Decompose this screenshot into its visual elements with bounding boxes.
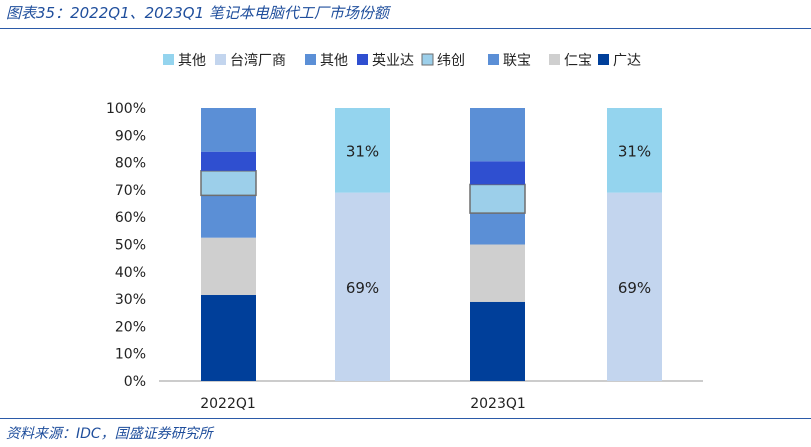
bar-segment-inventec [470, 161, 525, 185]
bar-segment-other [335, 108, 390, 193]
bar-segment-lcfc [201, 195, 256, 238]
legend-label: 其他 [320, 53, 348, 69]
data-label: 31% [346, 142, 379, 160]
y-tick-label: 90% [115, 128, 146, 144]
y-tick-label: 20% [115, 319, 146, 335]
y-tick-label: 30% [115, 292, 146, 308]
data-label: 69% [346, 279, 379, 297]
bar-segment-quanta [201, 295, 256, 381]
legend-swatch [215, 54, 226, 65]
bar-segment-wistron [200, 170, 257, 197]
legend-swatch [163, 54, 174, 65]
bar-segment-compal [470, 244, 525, 302]
legend-item-taiwan-makers: 台湾厂商 [215, 52, 286, 69]
breakdown-column [200, 108, 257, 381]
legend-label: 联宝 [503, 53, 531, 69]
source-divider [0, 418, 811, 419]
legend-item-quanta: 广达 [598, 53, 641, 69]
data-label: 69% [618, 279, 651, 297]
y-tick-label: 70% [115, 183, 146, 199]
legend: 其他 台湾厂商 其他 英业达 纬创 联宝 仁宝 广达 [163, 52, 641, 69]
y-tick-label: 60% [115, 210, 146, 226]
bar-segment-other [201, 108, 256, 152]
legend-swatch [421, 53, 434, 66]
legend-label: 广达 [613, 53, 641, 69]
y-tick-label: 40% [115, 265, 146, 281]
bar-segment-taiwan-makers [607, 192, 662, 381]
x-tick-label: 2023Q1 [470, 396, 526, 412]
legend-swatch [598, 54, 609, 65]
legend-item-other: 其他 [305, 53, 348, 69]
breakdown-column [469, 108, 526, 381]
y-tick-label: 0% [124, 374, 146, 390]
source-note: 资料来源：IDC，国盛证券研究所 [6, 426, 213, 442]
bar-segment-inventec [201, 151, 256, 171]
bar-segment-wistron [469, 183, 526, 214]
bar-segment-compal [201, 237, 256, 296]
legend-swatch [357, 54, 368, 65]
legend-label: 台湾厂商 [230, 52, 286, 69]
bar-segment-quanta [470, 301, 525, 381]
title-divider [0, 28, 811, 29]
y-tick-label: 80% [115, 156, 146, 172]
x-tick-label: 2022Q1 [200, 396, 256, 412]
data-label: 31% [618, 142, 651, 160]
legend-label: 纬创 [437, 53, 465, 69]
legend-swatch [549, 54, 560, 65]
legend-label: 英业达 [372, 52, 414, 69]
legend-label: 仁宝 [564, 53, 592, 69]
bars: 69% 31% 69% 31% [200, 108, 662, 381]
y-tick-label: 100% [106, 101, 146, 117]
bar-segment-lcfc [470, 213, 525, 245]
bar-segment-other [470, 108, 525, 162]
summary-column: 69% 31% [335, 108, 390, 381]
legend-swatch [305, 54, 316, 65]
x-axis: 2022Q1 2023Q1 [200, 396, 526, 412]
y-tick-label: 50% [115, 238, 146, 254]
legend-swatch [488, 54, 499, 65]
legend-item-wistron: 纬创 [421, 53, 465, 69]
y-tick-label: 10% [115, 347, 146, 363]
bar-segment-other [607, 108, 662, 193]
legend-item-lcfc: 联宝 [488, 53, 531, 69]
legend-item-other: 其他 [163, 53, 206, 69]
y-axis: 0% 10% 20% 30% 40% 50% 60% 70% 80% 90% 100% [106, 101, 703, 390]
bar-segment-taiwan-makers [335, 192, 390, 381]
legend-label: 其他 [178, 53, 206, 69]
chart-title: 图表35：2022Q1、2023Q1 笔记本电脑代工厂市场份额 [6, 4, 389, 22]
summary-column: 69% 31% [607, 108, 662, 381]
legend-item-inventec: 英业达 [357, 52, 414, 69]
legend-item-compal: 仁宝 [549, 53, 592, 69]
